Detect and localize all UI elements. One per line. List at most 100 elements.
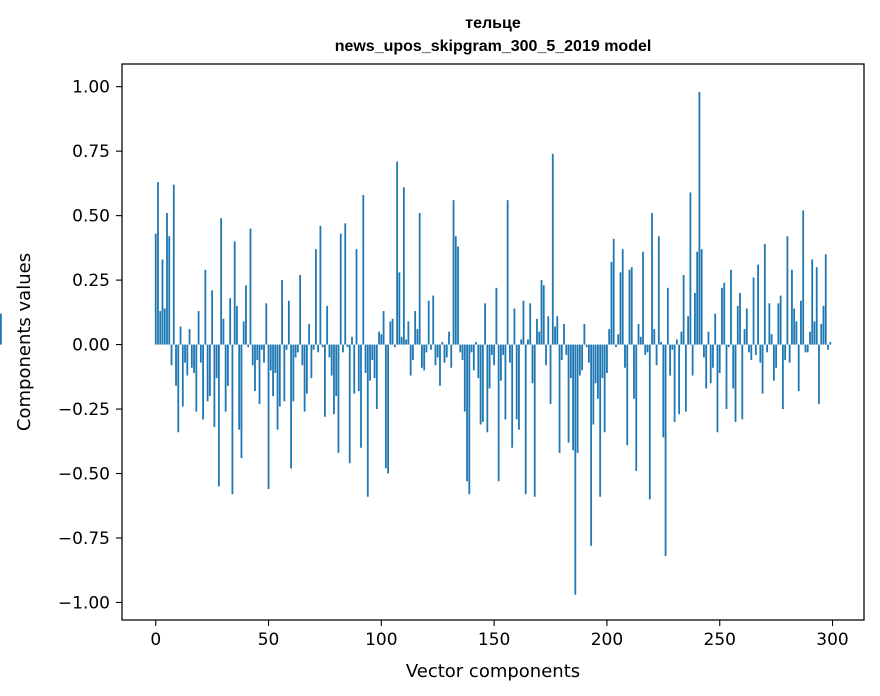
bar [157,182,159,345]
bar [522,300,525,345]
bar [213,344,216,428]
bar [612,238,615,345]
bar [673,344,676,422]
bar [366,344,369,497]
bar [186,344,189,376]
bar [222,318,225,345]
bar [396,161,399,345]
bar [811,259,814,345]
bar [353,344,356,394]
bar [608,329,611,345]
x-tick-label: 200 [591,630,623,650]
bar [430,344,432,350]
bar [569,344,572,379]
bar [254,344,256,391]
x-axis: 0 50 100 150 200 250 300 [150,620,849,650]
bar [775,344,778,368]
bar [712,344,714,368]
bar [181,344,184,407]
bar [312,344,315,350]
bar [168,236,171,345]
bar [642,251,644,345]
y-tick-label: 0.50 [72,207,110,227]
bar [703,344,705,358]
bar [657,236,660,345]
bar [260,344,263,350]
bar [393,344,396,348]
bar [757,264,759,345]
bar [709,344,712,384]
bar [285,344,288,350]
bar [166,213,168,345]
bar [590,344,593,546]
bar [425,344,428,353]
bar [290,344,292,469]
bar [739,293,741,345]
bar [630,267,633,345]
bar [576,344,579,453]
bar [669,344,671,376]
bar [227,344,229,386]
bar [450,344,453,368]
y-tick-label: 1.00 [72,78,110,98]
bar [680,331,683,345]
bar [416,329,419,345]
bar [597,344,599,399]
chart-title-line-2: news_upos_skipgram_300_5_2019 model [335,38,652,55]
x-tick-label: 100 [365,630,397,650]
bar [768,303,771,345]
bar [427,300,430,345]
bar [567,344,570,443]
bar [380,334,383,345]
bar [296,344,299,353]
bar [292,344,295,402]
bar [179,326,182,345]
y-tick-label: 0.75 [72,142,110,162]
bar [601,344,604,379]
bar [217,344,220,487]
bar [281,280,283,345]
bar [581,344,584,371]
bar [423,344,426,371]
bar [242,321,245,345]
y-tick-label: −0.75 [58,529,110,549]
bar [585,344,588,348]
bar [770,334,773,345]
bar [348,344,351,464]
bar [621,249,624,345]
bar [263,344,265,363]
bar [678,344,681,415]
bar [461,344,464,361]
bar [718,344,721,373]
bar [170,344,173,366]
y-tick-label: −1.00 [58,593,110,613]
bar [587,344,590,363]
bar [384,344,387,469]
bar [802,210,805,345]
bar [511,344,514,448]
y-tick-label: 0.25 [72,271,110,291]
bar [754,344,757,355]
bar [545,344,547,366]
bar [233,241,236,345]
bar [199,344,202,363]
bar [283,344,286,402]
bar [813,321,816,345]
bar [599,344,602,497]
bar [497,344,500,482]
bar [414,311,417,345]
bar [452,200,455,345]
bar [698,91,701,345]
x-axis-label: Vector components [406,661,580,682]
bar [445,344,448,358]
bar [540,280,543,345]
bar [278,344,281,407]
bar [387,344,389,474]
bar [527,339,529,345]
bar [639,336,642,345]
bar [748,344,750,353]
bar [506,200,509,345]
bar [197,311,200,345]
x-tick-label: 150 [478,630,510,650]
